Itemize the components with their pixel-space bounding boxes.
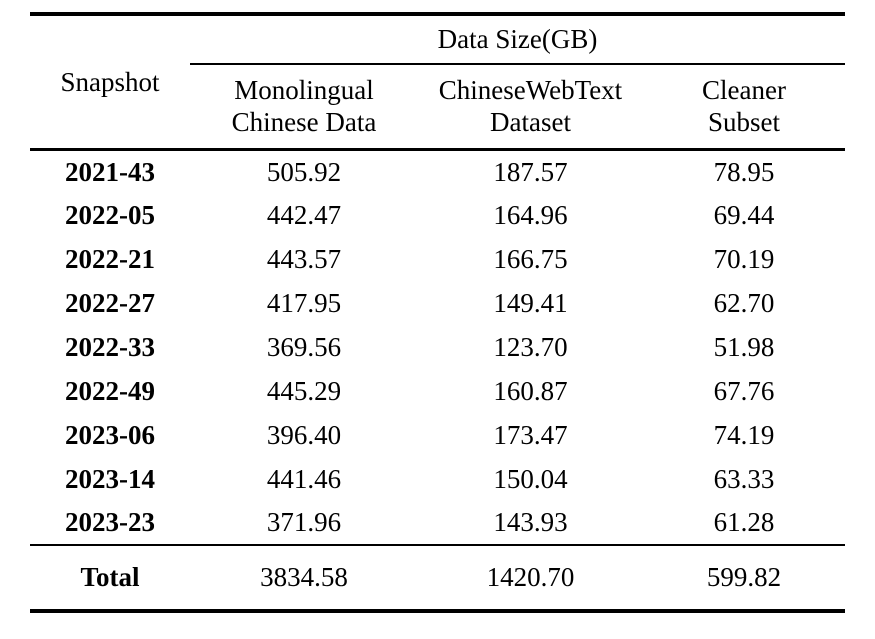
column-header-chinesewebtext-dataset: ChineseWebText Dataset [418,64,643,149]
snapshot-cell: 2023-14 [65,463,155,494]
column-header-line: Subset [707,107,780,138]
value-cell: 187.57 [493,156,568,187]
snapshot-cell: 2022-33 [65,331,155,362]
value-cell: 505.92 [266,156,342,187]
column-header-monolingual-chinese-data: Monolingual Chinese Data [190,64,418,149]
total-value-cell: 599.82 [706,562,782,593]
table-footer: Total 3834.58 1420.70 599.82 [30,545,845,611]
data-size-table: Snapshot Data Size(GB) Monolingual Chine… [30,12,845,613]
column-header-line: Monolingual [234,75,374,106]
column-header-snapshot: Snapshot [60,66,160,97]
value-cell: 164.96 [493,199,568,230]
value-cell: 442.47 [266,199,342,230]
column-header-line: ChineseWebText [438,75,623,106]
snapshot-cell: 2022-27 [65,287,155,318]
table-row: 2022-49 445.29 160.87 67.76 [30,369,845,413]
value-cell: 371.96 [266,507,342,538]
value-cell: 396.40 [266,419,342,450]
total-value-cell: 3834.58 [260,562,348,593]
value-cell: 70.19 [713,243,775,274]
snapshot-cell: 2022-49 [65,375,155,406]
value-cell: 417.95 [266,287,342,318]
value-cell: 67.76 [713,375,775,406]
value-cell: 173.47 [493,419,568,450]
value-cell: 166.75 [493,243,568,274]
value-cell: 369.56 [266,331,342,362]
total-label: Total [80,562,140,593]
table-body: 2021-43 505.92 187.57 78.95 2022-05 442.… [30,149,845,545]
value-cell: 443.57 [266,243,342,274]
group-header-data-size: Data Size(GB) [190,14,845,65]
total-row: Total 3834.58 1420.70 599.82 [30,545,845,611]
value-cell: 143.93 [493,507,568,538]
table-row: 2022-21 443.57 166.75 70.19 [30,237,845,281]
value-cell: 160.87 [493,375,568,406]
snapshot-cell: 2023-06 [65,419,155,450]
value-cell: 63.33 [713,463,775,494]
value-cell: 445.29 [266,375,342,406]
value-cell: 123.70 [493,331,568,362]
table-row: 2022-27 417.95 149.41 62.70 [30,281,845,325]
snapshot-cell: 2022-05 [65,199,155,230]
snapshot-cell: 2023-23 [65,507,155,538]
table-row: 2022-33 369.56 123.70 51.98 [30,325,845,369]
table-header: Snapshot Data Size(GB) Monolingual Chine… [30,14,845,149]
table-row: 2023-23 371.96 143.93 61.28 [30,501,845,545]
value-cell: 69.44 [713,199,775,230]
total-value-cell: 1420.70 [486,562,575,593]
column-header-line: Dataset [490,107,571,138]
value-cell: 149.41 [493,287,568,318]
value-cell: 61.28 [713,507,775,538]
column-header-line: Cleaner [702,75,786,106]
table-row: 2023-14 441.46 150.04 63.33 [30,457,845,501]
column-header-cleaner-subset: Cleaner Subset [643,64,845,149]
table-row: 2022-05 442.47 164.96 69.44 [30,193,845,237]
value-cell: 62.70 [713,287,775,318]
table-row: 2021-43 505.92 187.57 78.95 [30,149,845,193]
snapshot-cell: 2021-43 [65,156,155,187]
value-cell: 78.95 [713,156,775,187]
value-cell: 150.04 [493,463,568,494]
snapshot-cell: 2022-21 [65,243,155,274]
value-cell: 441.46 [266,463,342,494]
column-header-line: Chinese Data [231,107,377,138]
value-cell: 51.98 [713,331,775,362]
value-cell: 74.19 [713,419,775,450]
table-row: 2023-06 396.40 173.47 74.19 [30,413,845,457]
